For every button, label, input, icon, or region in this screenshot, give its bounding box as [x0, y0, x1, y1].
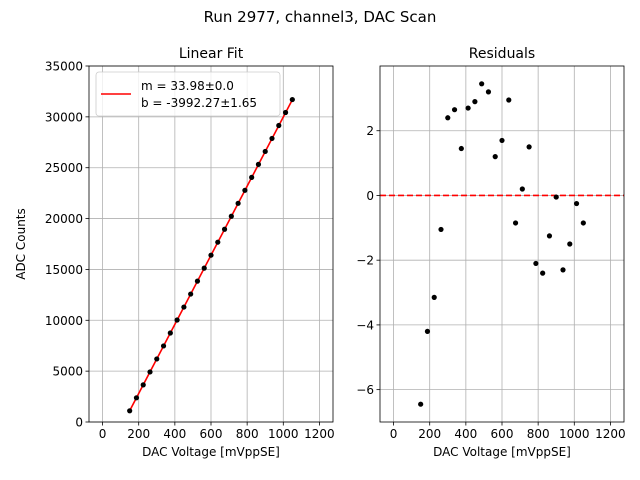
- residuals-data-point: [418, 401, 424, 407]
- linear-fit-grid: [89, 65, 333, 423]
- residuals-x-tick-label: 400: [454, 427, 477, 441]
- residuals-data-point: [540, 270, 546, 276]
- residuals-y-tick-label: −4: [356, 318, 374, 332]
- linear-fit-x-tick-label: 1200: [304, 427, 335, 441]
- residuals-data-point: [445, 115, 451, 121]
- residuals-y-ticks: −6 −4 −2 0 2: [356, 124, 380, 397]
- linear-fit-data-point: [154, 356, 160, 362]
- linear-fit-data-point: [269, 135, 275, 142]
- linear-fit-data-point: [181, 304, 187, 310]
- residuals-data-point: [573, 200, 580, 207]
- residuals-data-point: [465, 105, 471, 111]
- residuals-data-point: [546, 233, 553, 239]
- residuals-y-tick-label: −2: [356, 254, 374, 268]
- linear-fit-y-tick-label: 0: [75, 416, 83, 430]
- linear-fit-data-point: [133, 395, 140, 401]
- residuals-data-point: [499, 137, 505, 144]
- residuals-y-tick-label: 0: [366, 189, 374, 203]
- linear-fit-data-point: [127, 408, 133, 414]
- residuals-x-tick-label: 200: [418, 427, 441, 441]
- residuals-x-tick-label: 1200: [595, 427, 626, 441]
- residuals-data-point: [479, 81, 485, 87]
- residuals-data-point: [533, 260, 539, 267]
- linear-fit-y-tick-label: 10000: [45, 314, 83, 328]
- legend-intercept-label: b = -3992.27±1.65: [141, 96, 257, 110]
- linear-fit-y-axis-label: ADC Counts: [14, 208, 28, 280]
- residuals-data-point: [451, 107, 458, 113]
- linear-fit-data-point: [201, 265, 207, 271]
- linear-fit-data-point: [249, 174, 255, 180]
- linear-fit-data-point: [194, 278, 201, 284]
- linear-fit-y-tick-label: 20000: [45, 212, 83, 226]
- linear-fit-data-point: [140, 382, 146, 388]
- residuals-x-tick-label: 1000: [559, 427, 590, 441]
- linear-fit-y-ticks: 0 5000 10000 15000 20000 25000 30000 35000: [45, 60, 89, 430]
- linear-fit-data-point: [242, 187, 248, 193]
- linear-fit-y-tick-label: 25000: [45, 161, 83, 175]
- linear-fit-data-point: [167, 330, 173, 336]
- linear-fit-x-tick-label: 600: [200, 427, 223, 441]
- residuals-data-point: [438, 226, 444, 233]
- linear-fit-x-ticks: 0 200 400 600 800 1000 1200: [99, 422, 335, 441]
- linear-fit-y-tick-label: 30000: [45, 110, 83, 124]
- residuals-data-point: [519, 186, 525, 192]
- residuals-data-point: [567, 241, 573, 247]
- residuals-axes: 0 200 400 600 800 1000 1200 −6 −4 −2 0 2 Residuals…: [356, 46, 625, 459]
- residuals-data-point: [526, 144, 532, 150]
- linear-fit-x-tick-label: 200: [127, 427, 150, 441]
- residuals-data-point: [560, 267, 566, 273]
- residuals-data-point: [492, 154, 498, 160]
- residuals-x-tick-label: 600: [491, 427, 514, 441]
- residuals-x-tick-label: 800: [527, 427, 550, 441]
- linear-fit-data-point: [174, 317, 180, 323]
- linear-fit-data-point: [188, 291, 194, 297]
- residuals-data-point: [431, 294, 437, 300]
- residuals-data-point: [506, 97, 512, 103]
- linear-fit-data-point: [262, 148, 268, 155]
- linear-fit-marks: [127, 96, 295, 414]
- figure-title: Run 2977, channel3, DAC Scan: [204, 8, 437, 26]
- residuals-data-point: [580, 220, 586, 226]
- residuals-y-tick-label: −6: [356, 383, 374, 397]
- linear-fit-axes: 0 200 400 600 800 1000 1200 0 5000 10000 15000 200…: [14, 46, 335, 459]
- linear-fit-x-tick-label: 0: [99, 427, 107, 441]
- residuals-data-point: [424, 328, 431, 334]
- linear-fit-data-point: [160, 343, 167, 349]
- residuals-data-point: [512, 220, 519, 226]
- linear-fit-x-tick-label: 1000: [268, 427, 299, 441]
- linear-fit-y-tick-label: 5000: [52, 365, 83, 379]
- linear-fit-data-point: [208, 252, 214, 258]
- residuals-grid: [380, 66, 624, 422]
- linear-fit-data-point: [221, 226, 228, 232]
- residuals-data-point: [458, 145, 464, 152]
- residuals-x-axis-label: DAC Voltage [mVppSE]: [433, 445, 571, 459]
- linear-fit-y-tick-label: 35000: [45, 60, 83, 74]
- linear-fit-y-tick-label: 15000: [45, 263, 83, 277]
- residuals-title: Residuals: [469, 46, 535, 62]
- linear-fit-title: Linear Fit: [179, 46, 244, 62]
- residuals-y-tick-label: 2: [366, 124, 374, 138]
- linear-fit-x-tick-label: 800: [236, 427, 259, 441]
- linear-fit-data-point: [289, 96, 295, 103]
- linear-fit-x-axis-label: DAC Voltage [mVppSE]: [142, 445, 280, 459]
- residuals-x-tick-label: 0: [390, 427, 398, 441]
- residuals-data-point: [485, 89, 492, 95]
- linear-fit-x-tick-label: 400: [163, 427, 186, 441]
- legend-box: [95, 71, 281, 117]
- residuals-data-point: [553, 194, 559, 200]
- linear-fit-data-point: [215, 239, 221, 245]
- linear-fit-data-point: [235, 200, 241, 206]
- linear-fit-data-point: [282, 109, 289, 116]
- legend-slope-label: m = 33.98±0.0: [141, 79, 234, 93]
- residuals-data-point: [472, 99, 478, 105]
- residuals-x-ticks: 0 200 400 600 800 1000 1200: [390, 422, 626, 441]
- linear-fit-data-point: [255, 161, 262, 167]
- linear-fit-data-point: [228, 213, 234, 219]
- linear-fit-data-point: [147, 369, 153, 375]
- linear-fit-legend: m = 33.98±0.0 b = -3992.27±1.65: [95, 71, 281, 117]
- residuals-marks: [380, 81, 624, 407]
- linear-fit-data-point: [276, 122, 282, 129]
